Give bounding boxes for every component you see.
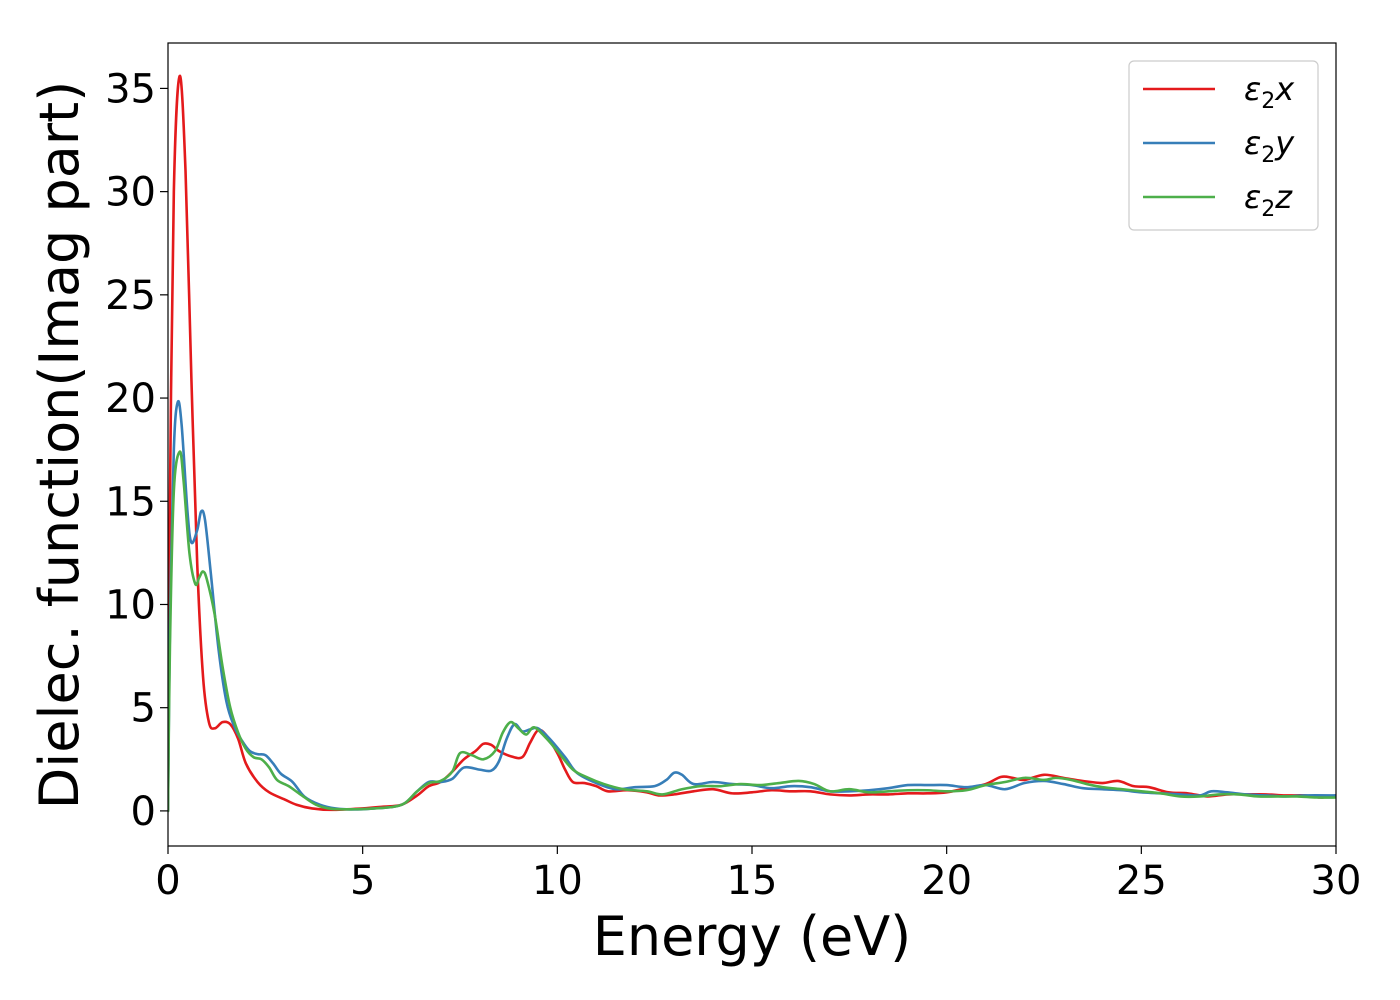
- legend-label-y: ε2y: [1244, 124, 1295, 168]
- legend-label-x: ε2x: [1244, 70, 1295, 114]
- x-tick-label: 10: [532, 858, 583, 904]
- x-tick-label: 25: [1116, 858, 1167, 904]
- x-tick-label: 20: [921, 858, 972, 904]
- x-tick-label: 15: [727, 858, 778, 904]
- y-axis-label: Dielec. function(Imag part): [28, 81, 91, 810]
- y-tick-label: 15: [105, 479, 156, 525]
- y-tick-label: 25: [105, 273, 156, 319]
- legend-label-z: ε2z: [1244, 178, 1293, 222]
- y-tick-label: 30: [105, 170, 156, 216]
- y-tick-label: 0: [131, 789, 156, 835]
- series-line-z: [168, 450, 1336, 813]
- x-axis-label: Energy (eV): [593, 905, 912, 968]
- series-lines: [168, 74, 1336, 813]
- legend-box: [1128, 60, 1319, 231]
- y-axis-ticks: 0 5 10 15 20 25 30 35: [105, 66, 168, 835]
- series-line-y: [168, 399, 1336, 813]
- x-tick-label: 5: [350, 858, 375, 904]
- y-tick-label: 10: [105, 582, 156, 628]
- y-tick-label: 20: [105, 376, 156, 422]
- x-axis-ticks: 0 5 10 15 20 25 30: [155, 846, 1361, 904]
- y-tick-label: 35: [105, 66, 156, 112]
- x-tick-label: 0: [155, 858, 180, 904]
- x-tick-label: 30: [1311, 858, 1362, 904]
- legend: ε2x ε2y ε2z: [1128, 60, 1319, 231]
- y-tick-label: 5: [131, 686, 156, 732]
